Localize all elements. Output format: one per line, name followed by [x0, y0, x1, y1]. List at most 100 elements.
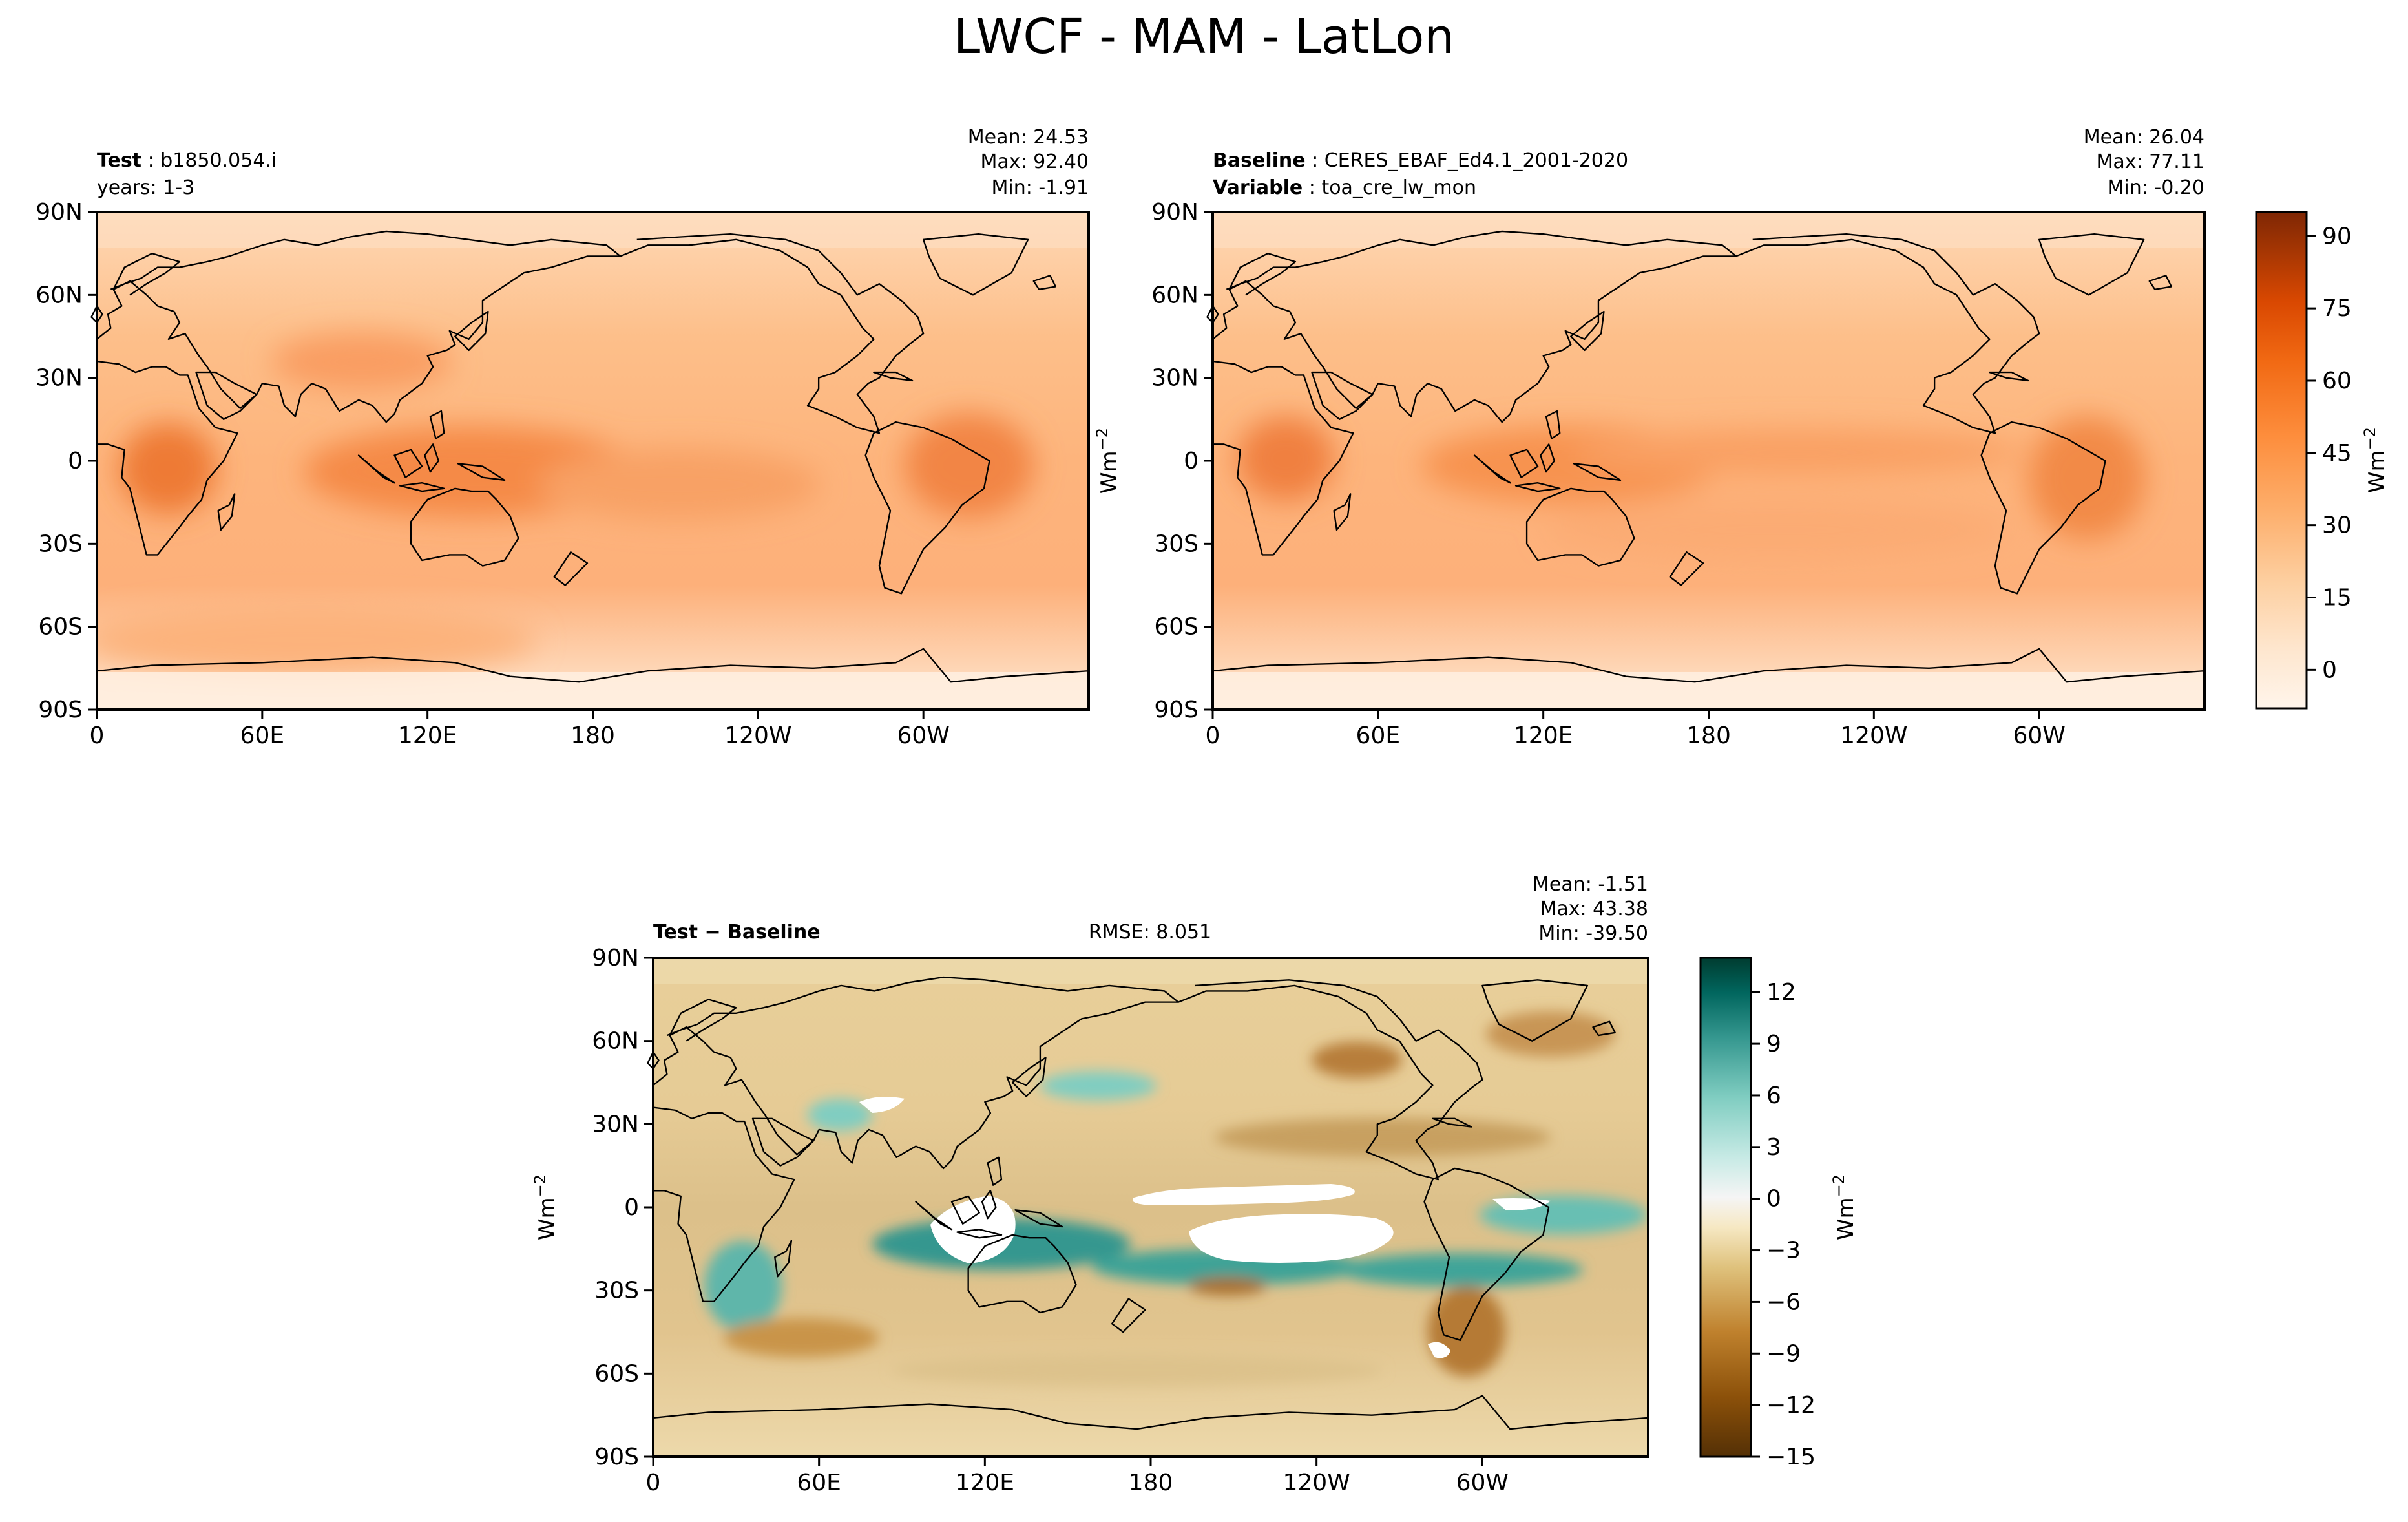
colorbar-tick-label: −15 — [1766, 1444, 1816, 1470]
y-tick-label: 0 — [68, 448, 83, 474]
baseline-header: Baseline : CERES_EBAF_Ed4.1_2001-2020 Va… — [1213, 126, 2204, 199]
y-tick-label: 90N — [36, 199, 83, 226]
colorbar-tick-label: 90 — [2322, 223, 2352, 249]
colorbar-tick-label: 6 — [1766, 1083, 1781, 1109]
difference-field — [653, 958, 1648, 1457]
y-tick-label: 30N — [1151, 365, 1199, 392]
colorbar-tick-label: −6 — [1766, 1289, 1801, 1315]
x-tick-label: 60E — [797, 1470, 841, 1496]
difference-header: Test − Baseline RMSE: 8.051 Mean: -1.51 … — [653, 873, 1648, 945]
difference-colorbar-ticks: 12 9 6 3 0 −3 −6 −9 −12 −15 — [1751, 979, 1816, 1470]
difference-max: Max: 43.38 — [1540, 898, 1648, 920]
y-tick-label: 30N — [592, 1111, 639, 1137]
y-tick-label: 0 — [1184, 448, 1199, 474]
variable-key: Variable — [1213, 176, 1303, 199]
difference-left-unit-label: Wm−2 — [531, 1174, 560, 1240]
colorbar-tick-label: 0 — [1766, 1186, 1781, 1212]
test-max: Max: 92.40 — [980, 151, 1089, 173]
test-min: Min: -1.91 — [992, 176, 1089, 199]
y-tick-label: 60N — [36, 282, 83, 308]
baseline-panel: 0 60E 120E 180 120W 60W 90N 60N 30N 0 30S 60S 90S Ba… — [1093, 126, 2206, 749]
test-header-key: Test — [97, 149, 141, 172]
x-tick-label: 180 — [1686, 723, 1731, 749]
y-tick-label: 60S — [1154, 614, 1199, 640]
test-header-value: b1850.054.i — [160, 149, 277, 172]
x-tick-label: 180 — [571, 723, 615, 749]
colorbar-tick-label: −9 — [1766, 1340, 1801, 1367]
baseline-min: Min: -0.20 — [2108, 176, 2205, 199]
test-mean: Mean: 24.53 — [968, 126, 1089, 149]
oranges-colorbar: 0 15 30 45 60 75 90 Wm−2 — [2255, 211, 2390, 710]
y-tick-label: 90S — [38, 697, 83, 723]
baseline-axes: 0 60E 120E 180 120W 60W 90N 60N 30N 0 30S 60S 90S — [1151, 199, 2066, 749]
baseline-header-value: CERES_EBAF_Ed4.1_2001-2020 — [1324, 149, 1628, 172]
difference-min: Min: -39.50 — [1538, 922, 1648, 945]
test-field — [97, 212, 1089, 710]
test-years: years: 1-3 — [97, 176, 194, 199]
baseline-left-unit-label: Wm−2 — [1093, 428, 1122, 494]
y-tick-label: 90S — [594, 1444, 639, 1470]
colorbar-tick-label: 60 — [2322, 368, 2352, 394]
x-tick-label: 180 — [1129, 1470, 1173, 1496]
y-tick-label: 30N — [36, 365, 83, 392]
x-tick-label: 120W — [724, 723, 791, 749]
y-tick-label: 60N — [592, 1028, 639, 1055]
y-tick-label: 30S — [594, 1278, 639, 1304]
baseline-field — [1213, 212, 2204, 710]
difference-rmse: RMSE: 8.051 — [1089, 921, 1211, 944]
colorbar-tick-label: −12 — [1766, 1392, 1816, 1419]
colorbar-tick-label: 45 — [2322, 440, 2352, 467]
svg-text:Test : b1850.054.i: Test : b1850.054.i — [97, 149, 277, 172]
variable-value: toa_cre_lw_mon — [1321, 176, 1476, 199]
colorbar-tick-label: 12 — [1766, 979, 1796, 1006]
oranges-colorbar-ticks: 0 15 30 45 60 75 90 — [2307, 223, 2352, 683]
test-header: Test : b1850.054.i years: 1-3 Mean: 24.5… — [97, 126, 1089, 199]
colorbar-tick-label: 0 — [2322, 657, 2337, 683]
difference-axes: 0 60E 120E 180 120W 60W 90N 60N 30N 0 30S 60S 90S — [592, 945, 1509, 1496]
svg-text:Variable : toa_cre_lw_mon: Variable : toa_cre_lw_mon — [1213, 176, 1476, 199]
x-tick-label: 120W — [1840, 723, 1907, 749]
x-tick-label: 0 — [90, 723, 105, 749]
y-tick-label: 30S — [38, 531, 83, 557]
figure-title: LWCF - MAM - LatLon — [953, 9, 1455, 65]
x-tick-label: 60W — [1456, 1470, 1509, 1496]
difference-mean: Mean: -1.51 — [1533, 873, 1648, 896]
x-tick-label: 60W — [897, 723, 949, 749]
difference-header-label: Test − Baseline — [653, 921, 821, 944]
x-tick-label: 120E — [398, 723, 457, 749]
oranges-colorbar-ramp — [2256, 212, 2307, 708]
difference-panel: 0 60E 120E 180 120W 60W 90N 60N 30N 0 30S 60S 90S Te… — [531, 873, 1649, 1496]
y-tick-label: 60S — [38, 614, 83, 640]
y-tick-label: 60S — [594, 1360, 639, 1387]
x-tick-label: 120W — [1283, 1470, 1350, 1496]
colorbar-tick-label: 75 — [2322, 295, 2352, 322]
x-tick-label: 60E — [1356, 723, 1401, 749]
y-tick-label: 0 — [624, 1194, 639, 1221]
x-tick-label: 60E — [240, 723, 285, 749]
test-panel: 0 60E 120E 180 120W 60W 90N 60N 30N 0 30S 60S 90S Te… — [36, 126, 1090, 749]
svg-text:Baseline : CERES_EBAF_Ed4.1_20: Baseline : CERES_EBAF_Ed4.1_2001-2020 — [1213, 149, 1628, 172]
oranges-colorbar-label: Wm−2 — [2361, 427, 2390, 493]
x-tick-label: 0 — [1206, 723, 1220, 749]
colorbar-tick-label: −3 — [1766, 1238, 1801, 1264]
y-tick-label: 90N — [1151, 199, 1199, 226]
x-tick-label: 120E — [1514, 723, 1573, 749]
y-tick-label: 90N — [592, 945, 639, 971]
x-tick-label: 60W — [2013, 723, 2065, 749]
x-tick-label: 0 — [646, 1470, 661, 1496]
test-axes: 0 60E 120E 180 120W 60W 90N 60N 30N 0 30S 60S 90S — [36, 199, 950, 749]
y-tick-label: 60N — [1151, 282, 1199, 308]
colorbar-tick-label: 9 — [1766, 1031, 1781, 1057]
colorbar-tick-label: 3 — [1766, 1134, 1781, 1161]
colorbar-tick-label: 15 — [2322, 585, 2352, 611]
baseline-mean: Mean: 26.04 — [2084, 126, 2204, 149]
baseline-header-key: Baseline — [1213, 149, 1306, 172]
colorbar-tick-label: 30 — [2322, 513, 2352, 539]
y-tick-label: 30S — [1154, 531, 1199, 557]
x-tick-label: 120E — [956, 1470, 1014, 1496]
difference-colorbar-ramp — [1701, 958, 1751, 1457]
y-tick-label: 90S — [1154, 697, 1199, 723]
baseline-max: Max: 77.11 — [2096, 151, 2204, 173]
difference-colorbar-label: Wm−2 — [1830, 1174, 1859, 1240]
difference-colorbar: 12 9 6 3 0 −3 −6 −9 −12 −15 Wm−2 — [1699, 957, 1859, 1470]
